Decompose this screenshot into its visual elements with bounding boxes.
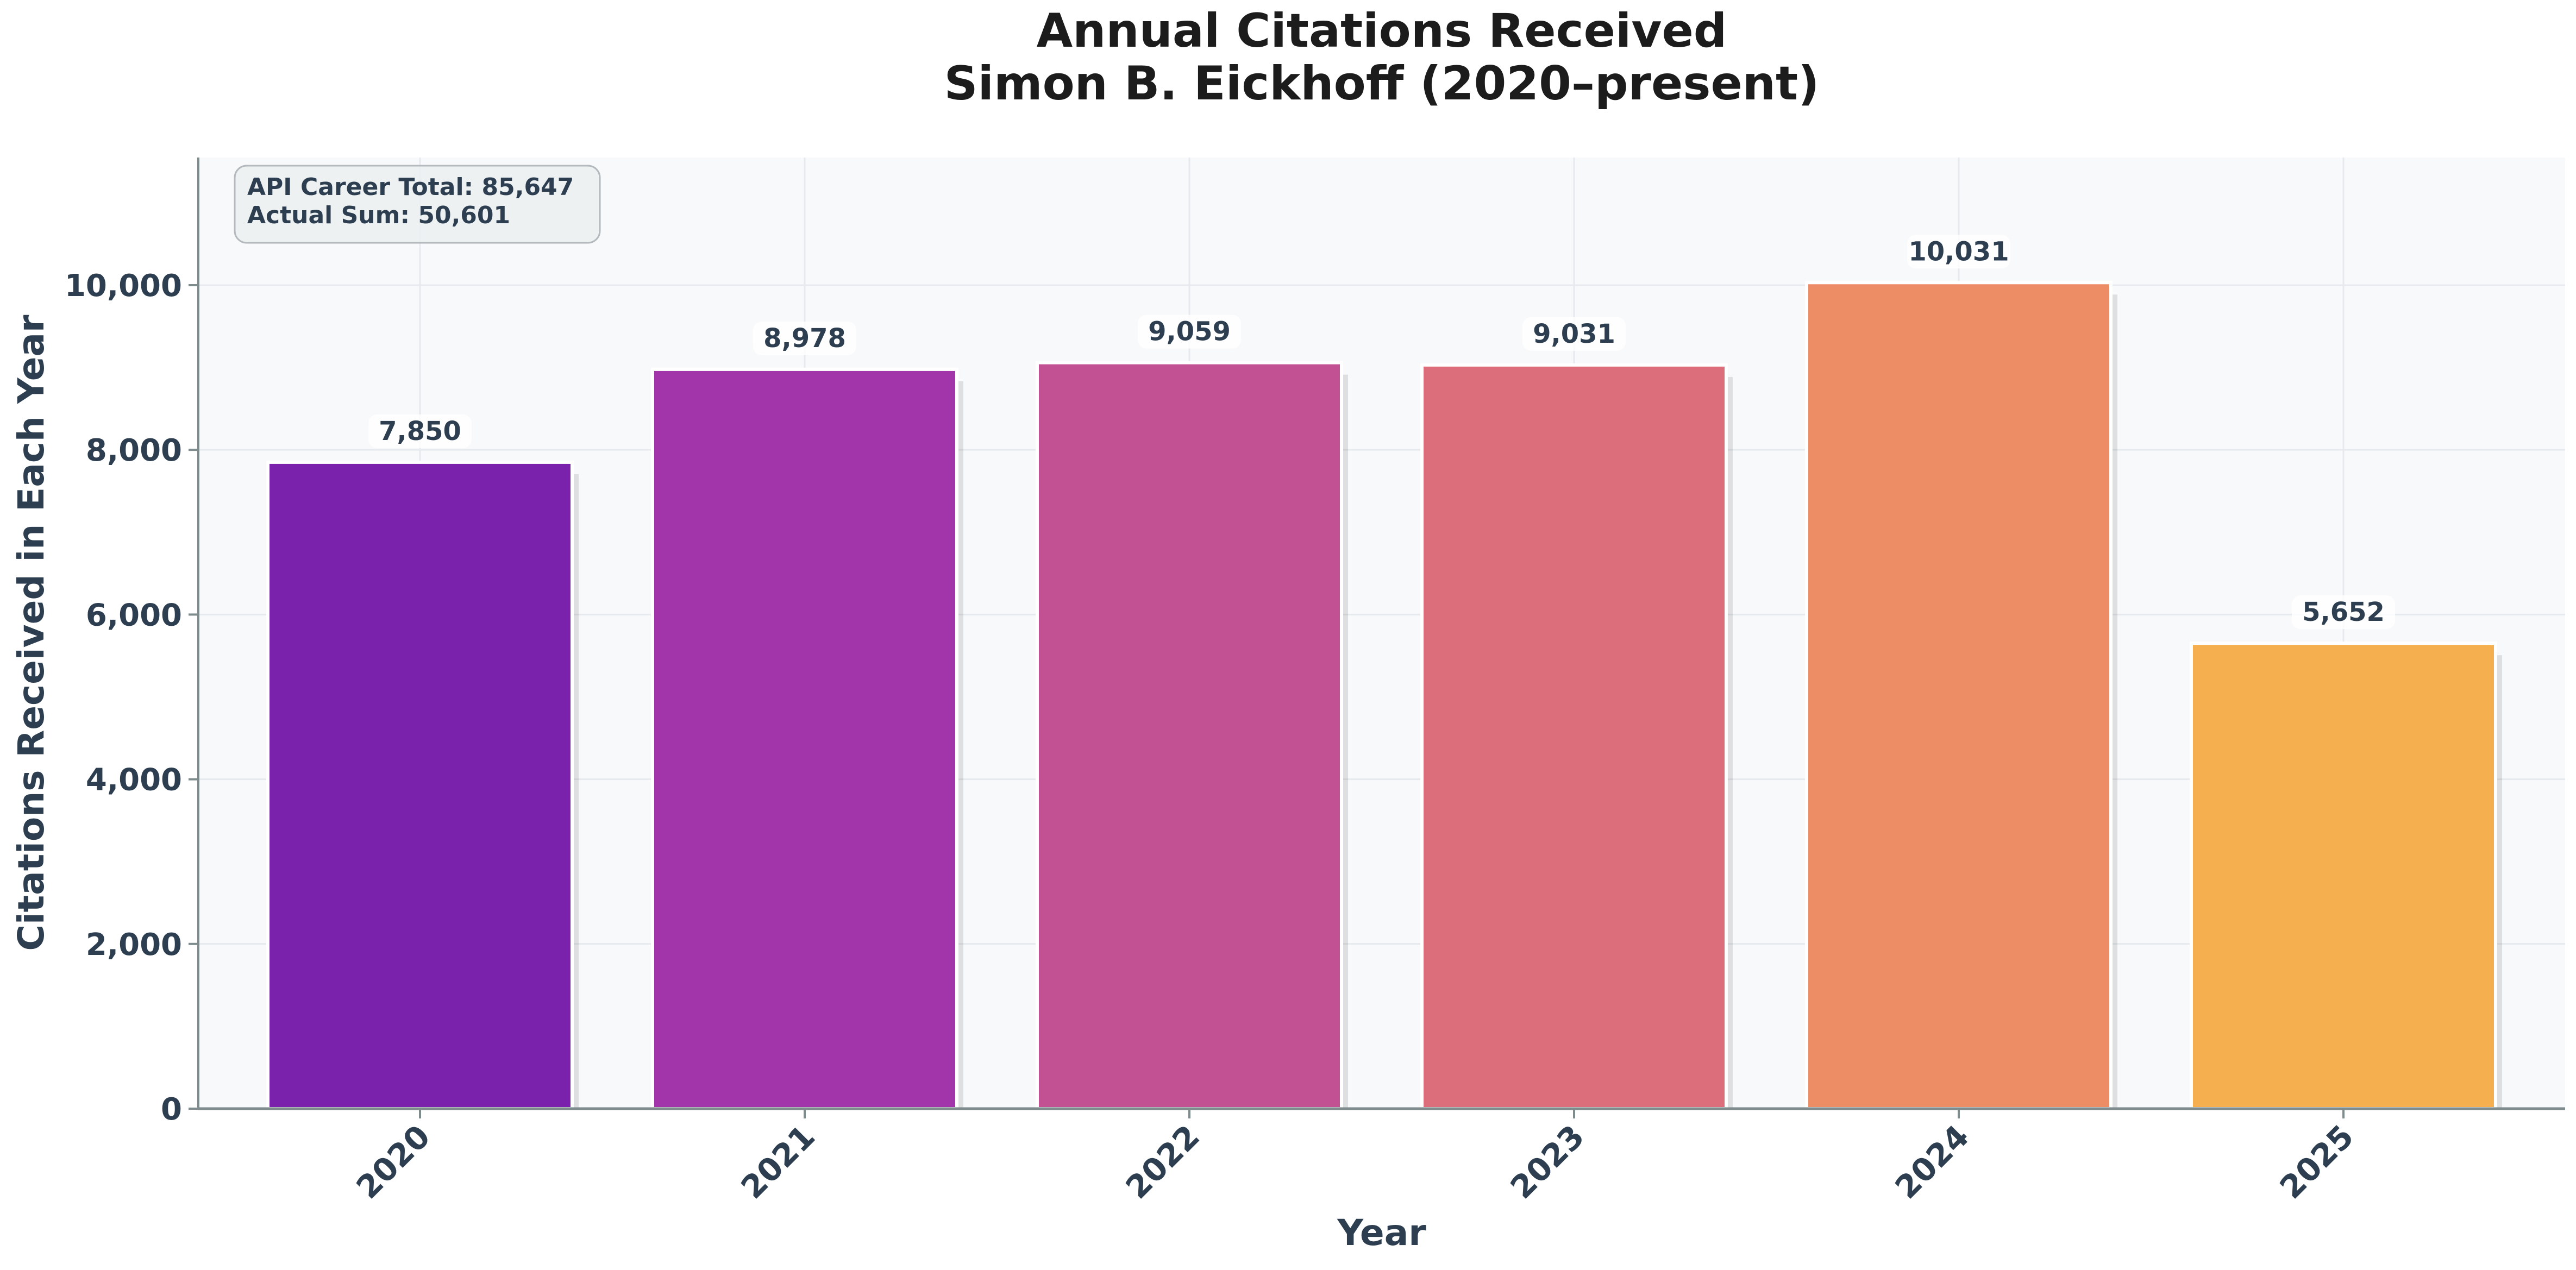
bar	[651, 367, 958, 1110]
bar	[1420, 363, 1728, 1110]
y-tick-label: 10,000	[65, 268, 182, 304]
bar-value-label: 5,652	[2302, 597, 2385, 627]
x-tick-label: 2024	[1888, 1118, 1976, 1206]
annotation-career-total: API Career Total: 85,647	[247, 173, 574, 201]
y-axis-label: Citations Received in Each Year	[10, 315, 52, 951]
x-tick-label: 2020	[349, 1118, 437, 1206]
value-label-background	[1522, 317, 1626, 351]
annotation-box: API Career Total: 85,647 Actual Sum: 50,…	[234, 165, 601, 244]
bar-value-label: 9,031	[1533, 319, 1615, 349]
bar-value-label: 8,978	[763, 323, 846, 354]
x-tick-label: 2025	[2273, 1118, 2361, 1206]
y-tick-label: 8,000	[86, 433, 182, 468]
bars	[266, 281, 2497, 1110]
bar	[1805, 281, 2113, 1110]
annotation-actual-sum: Actual Sum: 50,601	[247, 202, 510, 229]
bar	[2190, 642, 2497, 1110]
bar	[1036, 361, 1343, 1110]
annotation-background	[234, 165, 601, 244]
y-tick-label: 2,000	[86, 927, 182, 963]
bar-value-label: 9,059	[1148, 317, 1231, 347]
value-label-background	[2292, 595, 2395, 630]
bar	[266, 460, 574, 1110]
value-label-background	[368, 414, 472, 448]
bar-value-labels: 7,850 8,978 9,059 9,031 10,031 5,652	[368, 235, 2395, 630]
x-tick-label: 2021	[734, 1118, 822, 1206]
y-axis-ticks: 0 2,000 4,000 6,000 8,000 10,000	[65, 268, 198, 1127]
bar-value-label: 7,850	[379, 416, 461, 447]
value-label-background	[1138, 315, 1241, 349]
y-tick-label: 6,000	[86, 598, 182, 633]
x-axis-label: Year	[1337, 1212, 1426, 1254]
chart-title: Annual Citations Received	[1037, 4, 1727, 58]
value-label-background	[753, 321, 856, 355]
x-tick-label: 2023	[1503, 1118, 1591, 1206]
y-tick-label: 4,000	[86, 763, 182, 798]
value-label-background	[1907, 235, 2010, 269]
x-tick-label: 2022	[1119, 1118, 1207, 1206]
bar-value-label: 10,031	[1908, 236, 2009, 267]
x-axis-ticks: 2020 2021 2022 2023 2024 2025	[349, 1109, 2361, 1206]
chart-subtitle: Simon B. Eickhoff (2020–present)	[944, 56, 1820, 111]
y-tick-label: 0	[161, 1092, 182, 1127]
plot-area	[198, 158, 2565, 1109]
